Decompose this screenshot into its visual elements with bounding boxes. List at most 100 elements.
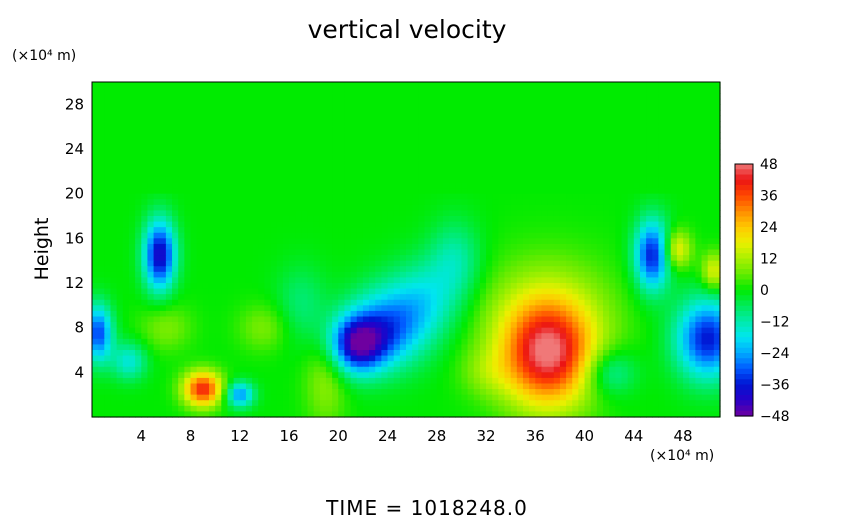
heatmap-cell [683,82,690,89]
heatmap-cell [227,243,235,251]
heatmap-cell [110,165,118,172]
heatmap-cell [282,288,290,295]
heatmap-cell [467,182,475,189]
heatmap-cell [486,160,493,167]
heatmap-cell [387,154,395,161]
heatmap-cell [319,305,327,312]
heatmap-cell [159,271,167,279]
heatmap-cell [135,249,142,256]
heatmap-cell [553,182,561,189]
heatmap-cell [190,193,198,200]
heatmap-cell [147,283,155,290]
heatmap-cell [646,344,653,351]
heatmap-cell [510,204,518,212]
heatmap-cell [196,288,204,295]
heatmap-cell [313,299,321,306]
heatmap-cell [375,271,382,279]
heatmap-cell [258,126,265,133]
heatmap-cell [110,271,118,279]
heatmap-cell [609,305,616,312]
heatmap-cell [282,260,290,267]
heatmap-cell [172,160,179,167]
heatmap-cell [252,305,259,312]
heatmap-cell [639,176,647,184]
heatmap-cell [307,160,315,167]
heatmap-cell [627,299,635,306]
heatmap-cell [196,121,204,128]
heatmap-cell [165,188,173,195]
heatmap-cell [522,288,530,295]
heatmap-cell [98,115,105,122]
heatmap-cell [590,322,598,329]
heatmap-cell [289,115,296,122]
heatmap-cell [646,221,653,228]
heatmap-cell [572,176,579,184]
heatmap-cell [325,210,333,217]
heatmap-cell [461,109,469,117]
heatmap-cell [547,255,555,262]
heatmap-cell [128,160,136,167]
heatmap-cell [270,350,278,357]
heatmap-cell [215,350,222,357]
heatmap-cell [609,283,616,290]
heatmap-cell [683,327,690,334]
heatmap-cell [633,266,641,273]
heatmap-cell [332,160,339,167]
heatmap-cell [467,171,475,178]
heatmap-cell [202,227,210,234]
heatmap-cell [424,249,432,256]
heatmap-cell [590,126,598,133]
heatmap-cell [424,294,432,301]
heatmap-cell [325,344,333,351]
heatmap-cell [430,299,438,306]
heatmap-cell [276,132,284,139]
heatmap-cell [578,288,586,295]
heatmap-cell [289,154,296,161]
heatmap-cell [258,350,265,357]
heatmap-cell [455,82,463,89]
heatmap-cell [289,344,296,351]
heatmap-cell [713,227,721,234]
heatmap-cell [559,98,567,105]
heatmap-cell [313,322,321,329]
heatmap-cell [344,188,352,195]
heatmap-cell [639,227,647,234]
heatmap-cell [535,227,543,234]
heatmap-cell [190,299,198,306]
heatmap-cell [639,243,647,251]
heatmap-cell [676,249,684,256]
heatmap-cell [596,227,604,234]
heatmap-cell [424,188,432,195]
heatmap-cell [646,109,653,117]
heatmap-cell [418,216,426,223]
heatmap-cell [486,322,493,329]
heatmap-cell [492,93,499,100]
heatmap-cell [258,132,265,139]
heatmap-cell [289,243,296,251]
heatmap-cell [245,109,253,117]
heatmap-cell [165,238,173,245]
heatmap-cell [325,322,333,329]
heatmap-cell [239,93,247,100]
heatmap-cell [535,249,543,256]
heatmap-cell [424,98,432,105]
heatmap-cell [313,171,321,178]
heatmap-cell [325,266,333,273]
heatmap-cell [566,193,573,200]
heatmap-cell [436,137,444,145]
heatmap-cell [676,322,684,329]
heatmap-cell [338,93,346,100]
heatmap-cell [301,216,309,223]
heatmap-cell [670,87,678,94]
heatmap-cell [92,109,99,117]
heatmap-cell [566,176,573,184]
heatmap-cell [98,93,105,100]
heatmap-cell [252,350,259,357]
heatmap-cell [338,188,346,195]
heatmap-cell [522,115,530,122]
heatmap-cell [609,210,616,217]
heatmap-cell [646,299,653,306]
heatmap-cell [621,299,629,306]
heatmap-cell [178,188,185,195]
heatmap-cell [344,243,352,251]
